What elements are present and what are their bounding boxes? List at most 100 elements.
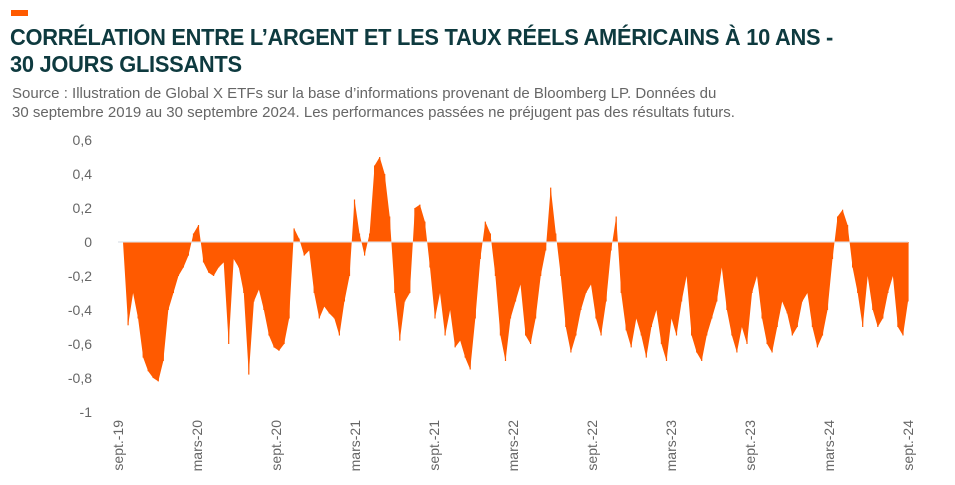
data-point	[645, 242, 647, 358]
series-area-fill	[118, 157, 908, 382]
data-point	[831, 242, 834, 259]
data-point	[419, 204, 421, 242]
data-point	[288, 242, 290, 319]
data-point	[313, 242, 315, 293]
data-point	[902, 242, 904, 336]
data-point	[872, 242, 874, 310]
data-point	[731, 242, 733, 336]
data-point	[484, 221, 486, 242]
x-tick-label: mars-21	[347, 420, 363, 472]
data-point	[323, 242, 325, 307]
data-point	[821, 242, 824, 336]
data-point	[605, 242, 607, 302]
data-point	[509, 242, 512, 319]
data-point	[806, 242, 808, 293]
data-point	[243, 242, 245, 293]
data-point	[686, 242, 688, 276]
data-point	[761, 242, 763, 319]
data-point	[560, 242, 562, 276]
data-point	[575, 242, 577, 336]
data-point	[479, 242, 481, 259]
data-point	[303, 242, 305, 256]
data-point	[132, 242, 134, 293]
data-point	[439, 242, 441, 293]
y-tick-label: -0,4	[68, 302, 92, 318]
data-point	[610, 242, 612, 251]
data-point	[756, 242, 758, 276]
data-point	[399, 242, 401, 341]
x-axis: sept.-19 mars-20 sept.-20 mars-21 sept.-21 ma…	[110, 420, 916, 472]
data-point	[213, 242, 215, 276]
data-point	[887, 242, 889, 293]
data-point	[172, 242, 174, 293]
x-tick-label: sept.-19	[110, 420, 126, 471]
data-point	[167, 242, 169, 310]
data-point	[590, 242, 592, 285]
data-point	[328, 242, 330, 314]
y-tick-label: -0,8	[68, 370, 92, 386]
y-tick-label: -1	[80, 404, 93, 420]
data-point	[816, 242, 818, 348]
data-point	[852, 242, 854, 268]
data-point	[625, 242, 627, 331]
data-point	[464, 242, 466, 358]
data-point	[771, 242, 773, 353]
data-point	[696, 242, 698, 353]
data-point	[736, 242, 738, 353]
data-point	[404, 242, 406, 302]
data-point	[550, 187, 552, 242]
data-point	[630, 242, 632, 348]
y-tick-label: -0,6	[68, 336, 92, 352]
data-point	[434, 242, 436, 319]
data-point	[897, 242, 899, 327]
data-point	[585, 242, 587, 293]
data-point	[338, 242, 340, 336]
data-point	[650, 242, 652, 327]
data-point	[716, 242, 718, 302]
data-point	[842, 209, 844, 242]
data-point	[565, 242, 567, 327]
data-point	[474, 242, 476, 319]
data-point	[137, 242, 139, 319]
data-point	[746, 242, 748, 344]
data-point	[635, 242, 637, 319]
data-point	[837, 216, 839, 242]
data-point	[202, 242, 205, 263]
data-point	[877, 242, 879, 327]
data-point	[726, 242, 728, 310]
data-point	[343, 242, 345, 302]
x-tick-label: sept.-21	[426, 420, 442, 471]
data-point	[384, 174, 386, 242]
x-tick-label: mars-23	[663, 420, 679, 472]
x-tick-label: sept.-24	[900, 420, 916, 471]
data-point	[379, 157, 381, 242]
data-point	[892, 242, 894, 276]
data-point	[545, 242, 547, 251]
data-point	[127, 242, 129, 326]
data-point	[660, 242, 662, 344]
data-point	[701, 242, 703, 361]
data-point	[781, 242, 783, 302]
data-point	[429, 242, 431, 268]
y-tick-label: 0,4	[73, 166, 93, 182]
data-point	[374, 165, 376, 242]
data-point	[414, 208, 416, 242]
data-point	[258, 242, 260, 290]
x-tick-label: sept.-23	[742, 420, 758, 471]
data-point	[530, 242, 532, 344]
data-point	[223, 242, 225, 263]
data-point	[233, 242, 235, 259]
y-tick-label: 0	[84, 234, 92, 250]
data-point	[298, 238, 300, 242]
data-point	[540, 242, 542, 276]
chart-source-line-1: Source : Illustration de Global X ETFs s…	[12, 85, 717, 102]
data-point	[675, 242, 678, 336]
data-point	[389, 216, 391, 242]
data-point	[691, 242, 693, 336]
x-tick-label: mars-20	[189, 420, 205, 472]
data-point	[514, 242, 517, 302]
data-point	[519, 242, 522, 285]
data-point	[907, 242, 909, 302]
y-tick-label: 0,2	[73, 200, 93, 216]
